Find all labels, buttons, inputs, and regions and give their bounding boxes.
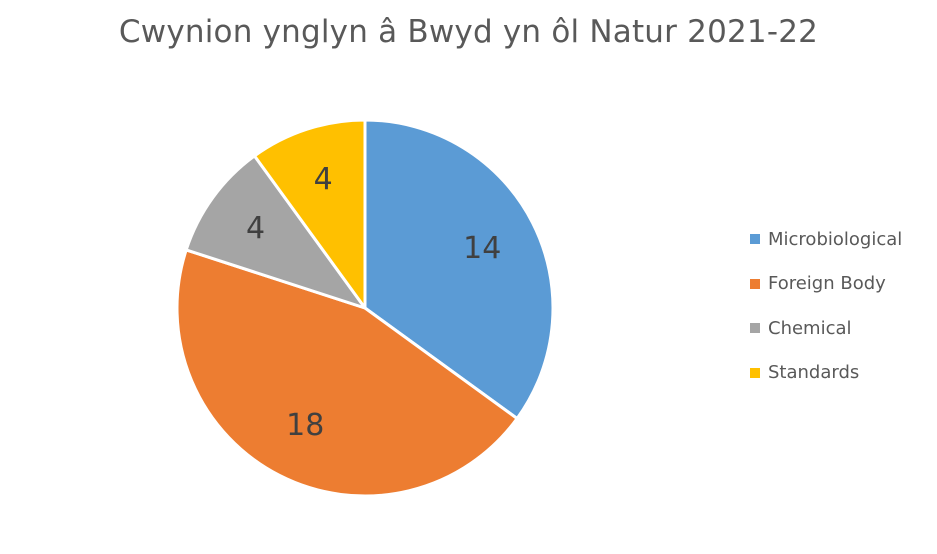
legend-item-foreign-body: Foreign Body (750, 273, 935, 295)
legend-swatch-microbiological (750, 234, 760, 244)
legend: Microbiological Foreign Body Chemical St… (750, 228, 935, 406)
legend-swatch-standards (750, 367, 760, 378)
legend-item-microbiological: Microbiological (750, 228, 935, 250)
legend-swatch-foreign-body (750, 278, 760, 289)
legend-item-standards: Standards (750, 362, 935, 384)
legend-swatch-chemical (750, 323, 760, 333)
legend-label-standards: Standards (768, 362, 860, 383)
legend-label-foreign-body: Foreign Body (768, 273, 886, 294)
pie-slice-microbiological (363, 118, 555, 421)
chart-title: Cwynion ynglyn â Bwyd yn ôl Natur 2021-2… (118, 14, 819, 50)
legend-label-microbiological: Microbiological (768, 228, 903, 250)
legend-label-chemical: Chemical (768, 317, 852, 339)
data-label-microbiological: 14 (463, 231, 501, 266)
pie-slice-standards (252, 118, 367, 310)
data-label-chemical: 4 (246, 211, 265, 246)
pie-slice-foreign-body (175, 248, 519, 498)
data-label-foreign-body: 18 (286, 408, 324, 443)
pie-slice-chemical (184, 154, 367, 310)
data-label-standards: 4 (314, 162, 333, 197)
legend-item-chemical: Chemical (750, 317, 935, 339)
